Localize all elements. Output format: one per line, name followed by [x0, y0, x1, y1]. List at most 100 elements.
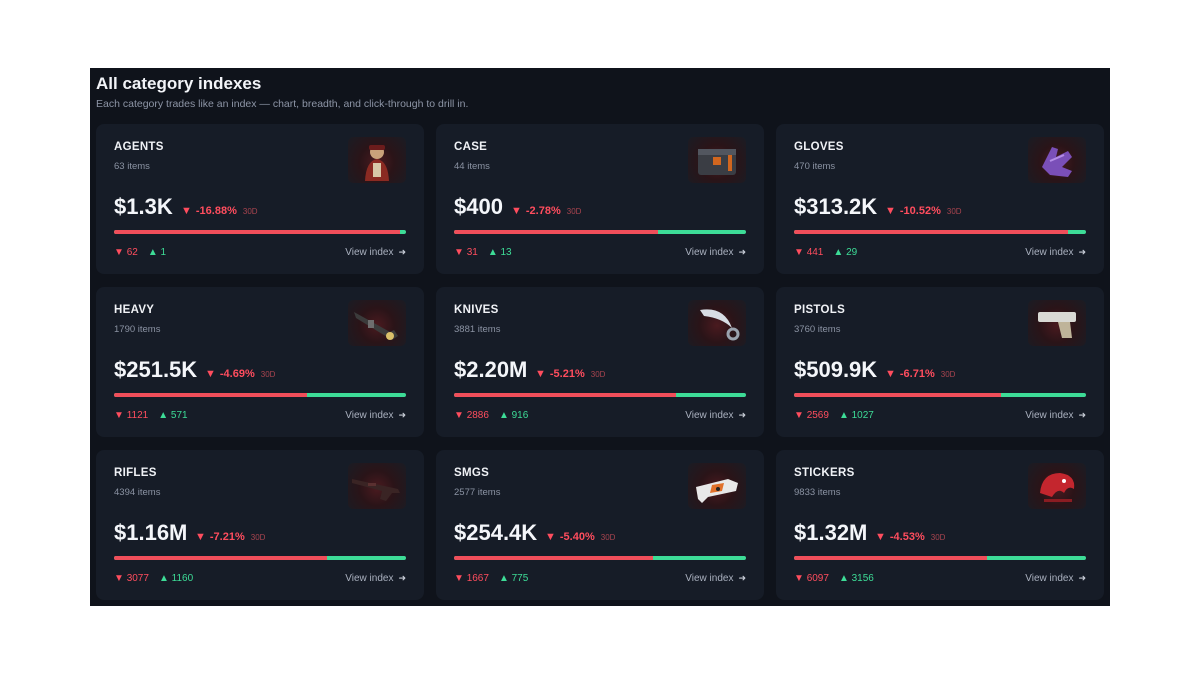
category-name: KNIVES — [454, 304, 499, 316]
view-index-link[interactable]: View index ➜ — [1025, 410, 1086, 421]
declining-count: ▼ 31 — [454, 247, 478, 258]
period-label: 30D — [590, 369, 606, 379]
declining-count: ▼ 441 — [794, 247, 824, 258]
declining-count: ▼ 62 — [114, 247, 138, 258]
breadth-bar-down-fill — [794, 556, 987, 560]
arrow-right-icon: ➜ — [1078, 410, 1086, 420]
sticker-icon — [1028, 463, 1086, 509]
category-name: GLOVES — [794, 141, 844, 153]
category-card-stickers[interactable]: STICKERS 9833 items $1.32M ▼ -4.53% 30D … — [776, 450, 1104, 600]
agent-icon — [348, 137, 406, 183]
advancing-count: ▲ 13 — [487, 247, 512, 258]
category-name: SMGS — [454, 467, 490, 479]
item-count: 44 items — [454, 161, 490, 172]
breadth-bar-down-fill — [114, 230, 401, 234]
arrow-right-icon: ➜ — [738, 247, 746, 257]
smg-icon — [688, 463, 746, 509]
advancing-count: ▲ 1 — [147, 247, 167, 258]
item-count: 4394 items — [114, 487, 161, 498]
view-index-link[interactable]: View index ➜ — [1025, 247, 1086, 258]
heavy-gun-icon — [348, 300, 406, 346]
change-badge: ▼ -10.52% 30D — [885, 205, 962, 217]
breadth-counts: ▼ 31 ▲ 13 — [454, 247, 512, 258]
category-indexes-panel: All category indexes Each category trade… — [90, 68, 1110, 606]
declining-count: ▼ 6097 — [794, 573, 829, 584]
breadth-bar — [454, 556, 746, 560]
category-card-knives[interactable]: KNIVES 3881 items $2.20M ▼ -5.21% 30D ▼ … — [436, 287, 764, 437]
change-percent: -4.53% — [889, 531, 925, 543]
view-index-link[interactable]: View index ➜ — [345, 410, 406, 421]
view-index-label: View index — [345, 573, 394, 584]
item-count: 2577 items — [454, 487, 501, 498]
view-index-link[interactable]: View index ➜ — [345, 247, 406, 258]
down-arrow-icon: ▼ — [181, 205, 192, 217]
view-index-label: View index — [685, 247, 734, 258]
category-card-rifles[interactable]: RIFLES 4394 items $1.16M ▼ -7.21% 30D ▼ … — [96, 450, 424, 600]
advancing-count: ▲ 3156 — [838, 573, 874, 584]
arrow-right-icon: ➜ — [398, 573, 406, 583]
period-label: 30D — [946, 206, 962, 216]
view-index-link[interactable]: View index ➜ — [685, 247, 746, 258]
change-badge: ▼ -16.88% 30D — [181, 205, 258, 217]
declining-count: ▼ 2886 — [454, 410, 489, 421]
change-percent: -4.69% — [219, 368, 255, 380]
breadth-counts: ▼ 441 ▲ 29 — [794, 247, 857, 258]
view-index-link[interactable]: View index ➜ — [1025, 573, 1086, 584]
index-value: $2.20M — [454, 357, 528, 382]
advancing-count: ▲ 1160 — [158, 573, 194, 584]
view-index-label: View index — [1025, 247, 1074, 258]
category-card-pistols[interactable]: PISTOLS 3760 items $509.9K ▼ -6.71% 30D … — [776, 287, 1104, 437]
category-card-smgs[interactable]: SMGS 2577 items $254.4K ▼ -5.40% 30D ▼ 1… — [436, 450, 764, 600]
index-value: $1.32M — [794, 520, 868, 545]
arrow-right-icon: ➜ — [738, 573, 746, 583]
breadth-bar — [114, 230, 406, 234]
period-label: 30D — [600, 532, 616, 542]
category-card-agents[interactable]: AGENTS 63 items $1.3K ▼ -16.88% 30D ▼ 62… — [96, 124, 424, 274]
breadth-counts: ▼ 62 ▲ 1 — [114, 247, 166, 258]
breadth-counts: ▼ 2569 ▲ 1027 — [794, 410, 874, 421]
down-arrow-icon: ▼ — [205, 368, 216, 380]
change-badge: ▼ -4.53% 30D — [875, 531, 945, 543]
arrow-right-icon: ➜ — [398, 247, 406, 257]
breadth-bar-down-fill — [454, 556, 653, 560]
change-percent: -5.21% — [549, 368, 585, 380]
index-value: $400 — [454, 194, 503, 219]
advancing-count: ▲ 1027 — [838, 410, 874, 421]
period-label: 30D — [260, 369, 276, 379]
category-card-gloves[interactable]: GLOVES 470 items $313.2K ▼ -10.52% 30D ▼… — [776, 124, 1104, 274]
view-index-label: View index — [345, 410, 394, 421]
change-percent: -2.78% — [525, 205, 561, 217]
declining-count: ▼ 1667 — [454, 573, 489, 584]
category-name: RIFLES — [114, 467, 157, 479]
down-arrow-icon: ▼ — [195, 531, 206, 543]
breadth-bar — [114, 393, 406, 397]
breadth-bar — [794, 230, 1086, 234]
change-badge: ▼ -5.40% 30D — [545, 531, 615, 543]
change-badge: ▼ -5.21% 30D — [535, 368, 605, 380]
view-index-link[interactable]: View index ➜ — [685, 573, 746, 584]
pistol-icon — [1028, 300, 1086, 346]
view-index-link[interactable]: View index ➜ — [345, 573, 406, 584]
breadth-bar-down-fill — [794, 230, 1069, 234]
breadth-bar-down-fill — [454, 230, 659, 234]
breadth-bar-down-fill — [114, 556, 328, 560]
item-count: 1790 items — [114, 324, 161, 335]
category-name: AGENTS — [114, 141, 164, 153]
breadth-bar-down-fill — [794, 393, 1002, 397]
index-value: $1.16M — [114, 520, 188, 545]
down-arrow-icon: ▼ — [885, 368, 896, 380]
change-percent: -16.88% — [195, 205, 237, 217]
category-card-case[interactable]: CASE 44 items $400 ▼ -2.78% 30D ▼ 31 ▲ 1… — [436, 124, 764, 274]
period-label: 30D — [566, 206, 582, 216]
change-badge: ▼ -7.21% 30D — [195, 531, 265, 543]
rifle-icon — [348, 463, 406, 509]
declining-count: ▼ 3077 — [114, 573, 149, 584]
view-index-link[interactable]: View index ➜ — [685, 410, 746, 421]
category-card-heavy[interactable]: HEAVY 1790 items $251.5K ▼ -4.69% 30D ▼ … — [96, 287, 424, 437]
arrow-right-icon: ➜ — [1078, 247, 1086, 257]
item-count: 9833 items — [794, 487, 841, 498]
change-badge: ▼ -6.71% 30D — [885, 368, 955, 380]
view-index-label: View index — [1025, 573, 1074, 584]
breadth-bar-down-fill — [114, 393, 307, 397]
arrow-right-icon: ➜ — [398, 410, 406, 420]
